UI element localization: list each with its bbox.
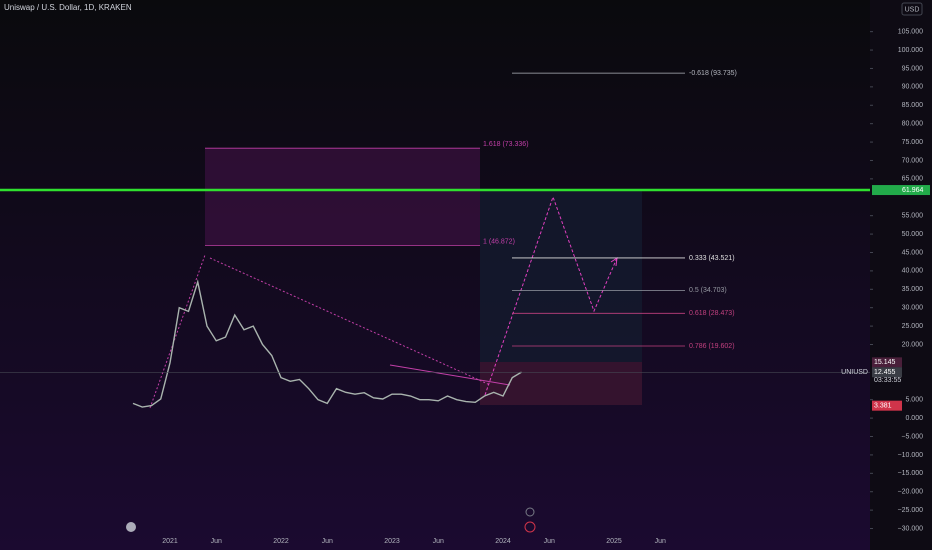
trend-line [149, 254, 206, 409]
x-tick-label: 2023 [384, 538, 400, 545]
logo [126, 522, 136, 532]
y-tick-label: 85.000 [902, 102, 924, 109]
fib-label: 0.618 (28.473) [689, 310, 735, 317]
price-badge [872, 357, 902, 368]
event-icon[interactable] [524, 521, 536, 533]
x-tick-label: Jun [544, 538, 555, 545]
chart-title: Uniswap / U.S. Dollar, 1D, KRAKEN [4, 3, 132, 12]
price-badge [872, 367, 902, 378]
y-tick-label: 20.000 [902, 341, 924, 348]
x-tick-label: Jun [655, 538, 666, 545]
y-tick-label: 5.000 [905, 397, 923, 404]
y-tick-label: 80.000 [902, 121, 924, 128]
y-tick-label: 75.000 [902, 139, 924, 146]
price-badge-label: 15.145 [874, 359, 896, 366]
y-tick-label: −30.000 [898, 525, 924, 532]
y-tick-label: −20.000 [898, 489, 924, 496]
y-tick-label: 40.000 [902, 268, 924, 275]
x-tick-label: Jun [322, 538, 333, 545]
x-tick-label: Jun [433, 538, 444, 545]
symbol-label: UNIUSD [841, 369, 868, 376]
fib-label: 0.333 (43.521) [689, 255, 735, 262]
fib-label: 1.618 (73.336) [483, 141, 529, 148]
y-tick-label: 70.000 [902, 157, 924, 164]
price-axis [870, 0, 932, 550]
countdown: 03:33:55 [874, 377, 901, 384]
y-tick-label: −10.000 [898, 452, 924, 459]
currency-label[interactable]: USD [905, 6, 920, 13]
y-tick-label: 90.000 [902, 84, 924, 91]
resistance-badge-label: 61.964 [902, 187, 924, 194]
fib-label: 0.5 (34.703) [689, 287, 727, 294]
x-tick-label: 2025 [606, 538, 622, 545]
price-badge-label: 12.455 [874, 369, 896, 376]
trend-line [209, 257, 491, 386]
y-tick-label: 55.000 [902, 213, 924, 220]
price-badge [872, 400, 902, 411]
price-badge-label: 3.381 [874, 403, 892, 410]
y-tick-label: 50.000 [902, 231, 924, 238]
y-tick-label: −15.000 [898, 470, 924, 477]
entry-box [480, 362, 642, 405]
event-icon[interactable] [525, 507, 535, 517]
y-tick-label: 25.000 [902, 323, 924, 330]
y-tick-label: 0.000 [905, 415, 923, 422]
y-tick-label: −25.000 [898, 507, 924, 514]
y-tick-label: 105.000 [898, 28, 923, 35]
y-tick-label: 95.000 [902, 65, 924, 72]
x-tick-label: 2021 [162, 538, 178, 545]
fib-label: 0.786 (19.602) [689, 343, 735, 350]
x-tick-label: 2024 [495, 538, 511, 545]
y-tick-label: 100.000 [898, 47, 923, 54]
y-tick-label: 65.000 [902, 176, 924, 183]
currency-button[interactable] [901, 2, 923, 16]
fib-label: 1 (46.872) [483, 238, 515, 245]
fib-label: -0.618 (93.735) [689, 70, 737, 77]
x-tick-label: Jun [211, 538, 222, 545]
y-tick-label: 45.000 [902, 249, 924, 256]
y-tick-label: −5.000 [901, 433, 923, 440]
price-line [132, 279, 522, 408]
x-tick-label: 2022 [273, 538, 289, 545]
resistance-badge [872, 185, 930, 196]
trend-line [389, 364, 511, 386]
target-box [205, 148, 480, 245]
y-tick-label: 30.000 [902, 305, 924, 312]
y-tick-label: 35.000 [902, 286, 924, 293]
